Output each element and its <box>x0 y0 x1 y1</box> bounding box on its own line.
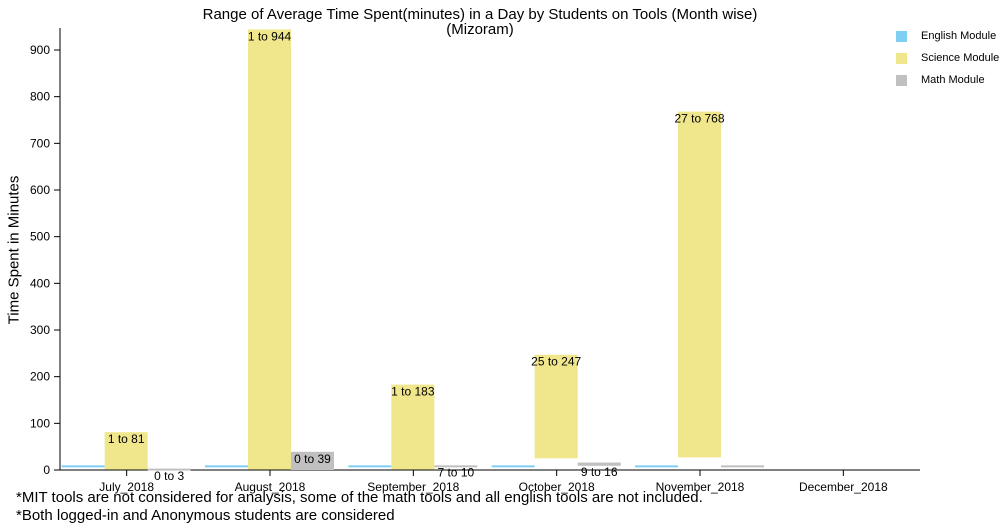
y-tick-label: 300 <box>30 323 50 337</box>
legend-item-english[interactable]: English Module <box>896 30 996 42</box>
data-label: 0 to 3 <box>154 469 184 483</box>
y-tick-label: 500 <box>30 230 50 244</box>
data-label: 1 to 81 <box>108 432 145 446</box>
x-tick-label: August_2018 <box>235 480 306 494</box>
legend-label-english: English Module <box>921 30 997 43</box>
bar-english-module <box>491 465 535 468</box>
legend-label-science: Science Module <box>921 52 1000 65</box>
data-label: 25 to 247 <box>531 355 581 369</box>
bar-science-module <box>678 111 721 458</box>
bar-science-module <box>104 432 148 470</box>
x-tick-label: October_2018 <box>519 480 595 494</box>
bar-math-module <box>434 465 478 468</box>
legend-item-math[interactable]: Math Module <box>896 74 985 86</box>
chart-title: Range of Average Time Spent(minutes) in … <box>202 6 758 23</box>
bar-science-module <box>534 354 578 459</box>
y-tick-label: 900 <box>30 43 50 57</box>
data-label: 9 to 16 <box>581 465 618 479</box>
legend-swatch-english <box>896 30 907 42</box>
x-tick-label: July_2018 <box>99 480 154 494</box>
data-label: 27 to 768 <box>674 112 724 126</box>
data-label: 7 to 10 <box>437 466 474 480</box>
x-tick-label: November_2018 <box>656 480 745 494</box>
bar-math-module <box>147 468 191 471</box>
bar-english-module <box>61 465 105 468</box>
data-label: 0 to 39 <box>294 452 331 466</box>
bar-math-module <box>721 465 764 468</box>
legend-swatch-science <box>896 52 907 64</box>
legend-swatch-math <box>896 74 907 86</box>
data-label: 1 to 944 <box>248 29 292 43</box>
x-tick-label: December_2018 <box>799 480 888 494</box>
y-tick-label: 600 <box>30 183 50 197</box>
legend-item-science[interactable]: Science Module <box>896 52 999 64</box>
bar-science-module <box>391 384 435 470</box>
y-tick-label: 800 <box>30 90 50 104</box>
x-tick-label: September_2018 <box>367 480 459 494</box>
footnote-2: *Both logged-in and Anonymous students a… <box>16 507 395 524</box>
bar-english-module <box>205 465 248 468</box>
data-label: 1 to 183 <box>391 385 435 399</box>
y-tick-label: 100 <box>30 416 50 430</box>
bar-english-module <box>348 465 392 468</box>
footnote-1: *MIT tools are not considered for analys… <box>16 489 703 506</box>
y-tick-label: 200 <box>30 370 50 384</box>
bar-english-module <box>635 465 678 468</box>
y-tick-label: 700 <box>30 136 50 150</box>
chart-subtitle: (Mizoram) <box>446 21 514 38</box>
bar-math-module <box>291 451 334 470</box>
bar-math-module <box>577 462 621 466</box>
legend-label-math: Math Module <box>921 74 985 87</box>
y-tick-label: 400 <box>30 276 50 290</box>
y-tick-label: 0 <box>43 463 50 477</box>
bar-science-module <box>248 29 291 470</box>
